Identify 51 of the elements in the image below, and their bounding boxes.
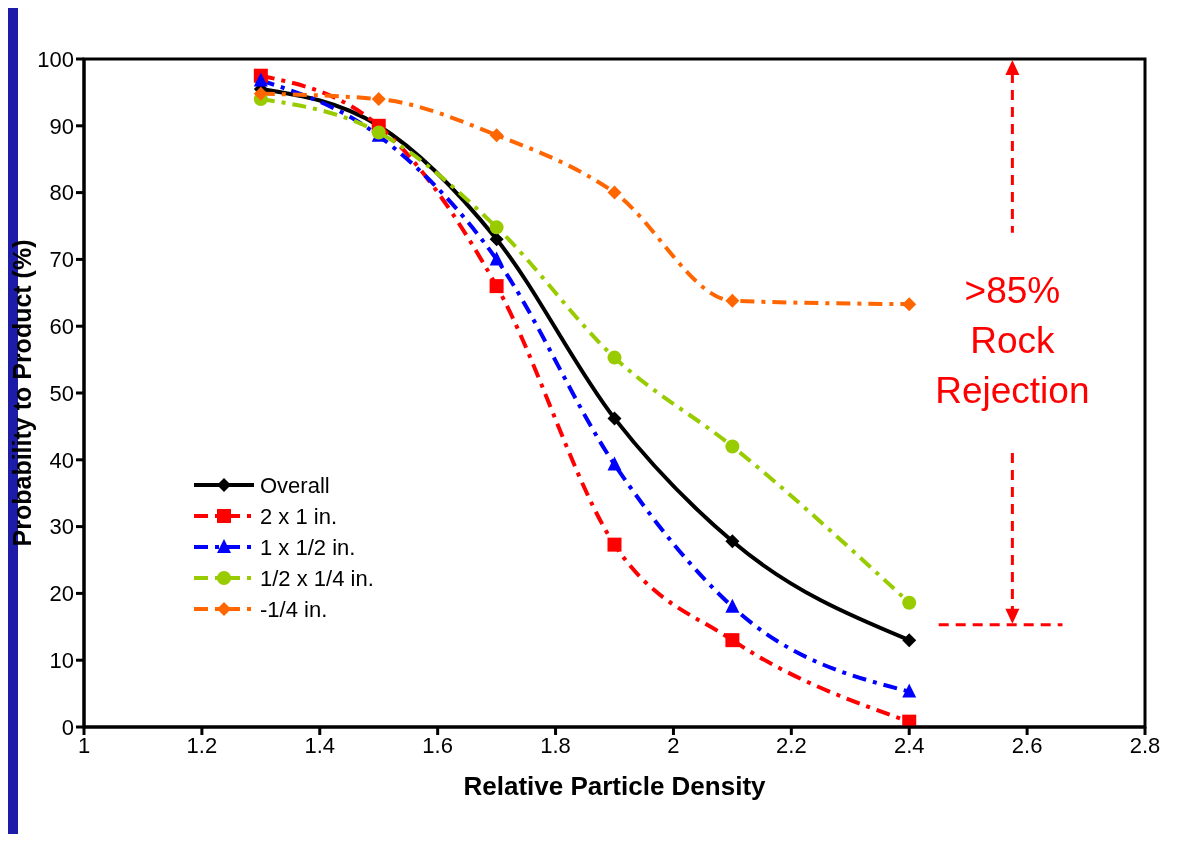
y-axis-title: Probability to Product (%) <box>7 239 36 547</box>
x-tick-label: 1 <box>77 732 91 758</box>
point <box>725 534 740 549</box>
x-tick-label: 1.8 <box>540 732 571 758</box>
point <box>902 595 917 610</box>
y-tick-label: 30 <box>49 514 74 540</box>
y-tick-label: 60 <box>49 314 74 340</box>
x-axis-title: Relative Particle Density <box>463 771 767 801</box>
legend-label: 2 x 1 in. <box>260 502 338 531</box>
legend-label: Overall <box>260 471 330 500</box>
y-tick-label: 40 <box>49 447 74 473</box>
annotation: >85% Rock Rejection <box>934 269 1091 414</box>
point <box>489 251 504 266</box>
point <box>902 633 917 648</box>
legend-label: 1/2 x 1/4 in. <box>260 564 374 593</box>
y-tick-label: 20 <box>49 581 74 607</box>
point <box>607 456 622 471</box>
point <box>902 683 917 698</box>
point <box>902 297 917 312</box>
point <box>489 220 504 235</box>
y-tick-label: 50 <box>49 380 74 406</box>
y-tick-label: 10 <box>49 648 74 674</box>
point <box>371 92 386 107</box>
point <box>607 350 622 365</box>
x-tick-label: 2.6 <box>1011 732 1043 758</box>
point <box>489 279 504 294</box>
y-tick-label: 0 <box>61 714 74 740</box>
legend-label: -1/4 in. <box>260 595 328 624</box>
x-tick-label: 2.4 <box>893 732 925 758</box>
point <box>253 86 268 101</box>
point <box>489 128 504 143</box>
y-tick-label: 70 <box>49 247 74 273</box>
x-tick-label: 2.8 <box>1129 732 1161 758</box>
point <box>725 598 740 613</box>
point <box>489 232 504 247</box>
point <box>607 185 622 200</box>
y-tick-label: 90 <box>49 113 74 139</box>
point <box>607 537 622 552</box>
y-tick-label: 80 <box>49 180 74 206</box>
x-tick-label: 1.4 <box>304 732 336 758</box>
legend-label: 1 x 1/2 in. <box>260 533 356 562</box>
point <box>725 293 740 308</box>
x-tick-label: 2 <box>667 732 680 758</box>
x-tick-label: 1.6 <box>422 732 453 758</box>
point <box>725 439 740 454</box>
point <box>725 633 740 648</box>
point <box>253 72 268 87</box>
x-tick-label: 2.2 <box>776 732 807 758</box>
point <box>607 411 622 426</box>
x-tick-label: 1.2 <box>186 732 218 758</box>
y-tick-label: 100 <box>37 46 74 72</box>
